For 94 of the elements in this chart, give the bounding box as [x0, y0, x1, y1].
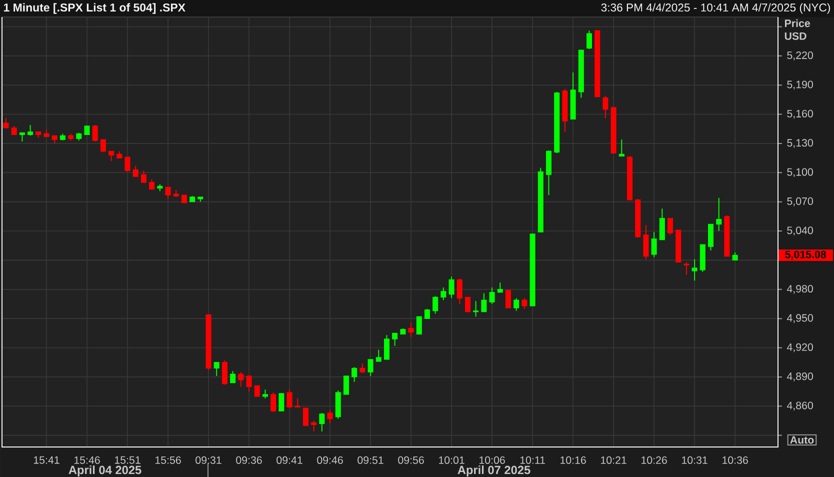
candlestick [319, 412, 325, 432]
candlestick [108, 150, 114, 162]
candlestick [214, 362, 220, 376]
candlestick [546, 150, 552, 196]
x-tick-label: 09:51 [358, 456, 384, 464]
candlestick [432, 296, 438, 314]
y-tick-label: 5,070 [787, 197, 813, 206]
candlestick [124, 156, 130, 172]
y-tick-label: 4,980 [786, 284, 813, 294]
x-tick-label: 15:51 [114, 456, 140, 464]
candlestick [424, 308, 430, 320]
chart-subtitle: 3:36 PM 4/4/2025 - 10:41 AM 4/7/2025 (NYC) [601, 3, 830, 14]
candlestick [489, 286, 495, 304]
candlestick [302, 408, 308, 426]
y-tick-label: 4,890 [786, 372, 813, 382]
candlestick [659, 208, 665, 240]
candlestick [651, 231, 657, 258]
x-tick-label: 15:41 [34, 456, 60, 464]
x-tick-label: 09:56 [398, 456, 424, 464]
candlestick [416, 316, 422, 334]
candlestick [716, 197, 722, 232]
candlestick [100, 139, 106, 153]
y-tick-label: 4,950 [786, 314, 813, 323]
candlestick [311, 420, 317, 432]
candlestick [473, 300, 479, 318]
x-tick-label: 15:56 [155, 456, 181, 464]
x-tick-label: 09:36 [236, 456, 262, 464]
candlestick [222, 360, 228, 386]
y-tick-label: 4,860 [786, 402, 813, 411]
y-axis-title: Price USD [784, 19, 810, 40]
x-tick-label: 09:46 [317, 456, 343, 464]
candlestick [392, 332, 398, 346]
candlestick [3, 118, 9, 128]
candlestick [643, 224, 649, 260]
candlestick [522, 298, 528, 310]
candlestick [140, 170, 146, 183]
y-tick-label: 5,220 [787, 52, 813, 60]
y-tick-label: 5,130 [787, 139, 813, 148]
candlestick [505, 290, 512, 308]
candlestick [230, 370, 236, 384]
x-tick-label: 10:06 [480, 456, 505, 464]
text: Auto [790, 436, 814, 444]
candlestick [514, 298, 520, 312]
y-tick-label: 5,100 [787, 168, 813, 178]
candlestick [456, 278, 462, 304]
candlestick [384, 334, 390, 360]
text: 5,015.08 [785, 250, 826, 260]
candlestick [132, 165, 138, 178]
candlestick [708, 224, 714, 251]
candlestick [165, 186, 171, 200]
candlestick [352, 366, 358, 382]
candlestick [481, 292, 487, 312]
y-tick-label: 5,160 [787, 110, 813, 119]
x-tick-label: 10:36 [722, 456, 748, 464]
y-tick-label: 4,920 [786, 343, 813, 352]
candlestick [497, 282, 503, 293]
candlestick [440, 286, 446, 301]
candlestick [238, 372, 244, 388]
candlestick [602, 95, 608, 119]
text: April 04 2025 [68, 465, 142, 477]
y-tick-label: 5,190 [787, 80, 813, 90]
candlestick [464, 296, 470, 312]
candlestick [448, 276, 454, 299]
candlestick [343, 376, 349, 395]
candlestick [246, 375, 252, 392]
candlestick [376, 349, 382, 362]
candlestick [684, 262, 690, 276]
x-tick-label: 09:41 [276, 456, 302, 464]
candlestick [408, 322, 414, 338]
candlestick [278, 393, 284, 412]
candlestick [286, 389, 292, 409]
candlestick [28, 124, 34, 136]
candlestick [327, 410, 333, 424]
candlestick [618, 139, 624, 157]
chart-title: 1 Minute [.SPX List 1 of 504] .SPX [4, 3, 186, 14]
candlestick [270, 392, 276, 412]
x-tick-label: 15:46 [74, 456, 100, 464]
x-tick-label: 10:26 [642, 456, 667, 464]
candlestick [360, 362, 366, 374]
x-tick-label: 10:01 [439, 456, 464, 464]
candlestick [92, 124, 98, 142]
x-tick-label: 10:31 [682, 456, 708, 464]
x-tick-label: 10:16 [560, 456, 586, 464]
candlestick [692, 258, 698, 282]
x-tick-label: 10:21 [601, 456, 626, 464]
candlestick [368, 358, 374, 376]
candlestick [149, 178, 155, 190]
candlestick [586, 30, 592, 50]
x-tick-label: 10:11 [520, 456, 545, 464]
text: April 07 2025 [458, 465, 530, 477]
candlestick [254, 385, 260, 397]
x-tick-label: 09:31 [196, 456, 222, 464]
y-tick-label: 5,040 [787, 226, 813, 236]
candlestick [667, 218, 674, 236]
